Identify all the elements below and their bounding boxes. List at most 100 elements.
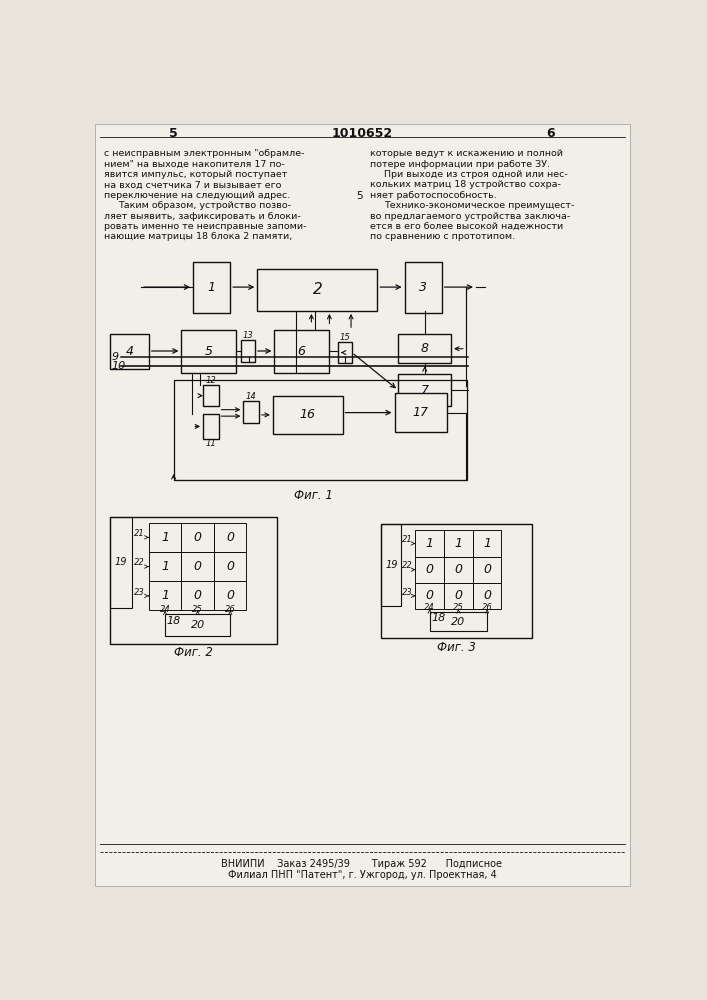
Bar xyxy=(395,393,448,432)
Text: явится импульс, который поступает: явится импульс, который поступает xyxy=(104,170,287,179)
Bar xyxy=(444,583,473,609)
Text: 0: 0 xyxy=(226,560,234,573)
Text: 22: 22 xyxy=(134,558,145,567)
Text: Фиг. 3: Фиг. 3 xyxy=(438,641,477,654)
Text: 5: 5 xyxy=(356,191,363,201)
Bar xyxy=(473,530,501,557)
Text: 4: 4 xyxy=(125,345,134,358)
Text: 26: 26 xyxy=(225,605,235,614)
Text: 11: 11 xyxy=(206,439,216,448)
Bar xyxy=(416,583,444,609)
Bar xyxy=(182,330,235,373)
Bar xyxy=(214,523,247,552)
Text: 13: 13 xyxy=(243,331,253,340)
Text: 5: 5 xyxy=(169,127,178,140)
Text: 1: 1 xyxy=(161,560,169,573)
Bar xyxy=(110,517,276,644)
Text: 0: 0 xyxy=(426,589,434,602)
Text: ровать именно те неисправные запоми-: ровать именно те неисправные запоми- xyxy=(104,222,306,231)
Text: переключение на следующий адрес.: переключение на следующий адрес. xyxy=(104,191,290,200)
Bar xyxy=(416,530,444,557)
Text: 0: 0 xyxy=(455,589,462,602)
Text: нающие матрицы 18 блока 2 памяти,: нающие матрицы 18 блока 2 памяти, xyxy=(104,232,292,241)
Text: 23: 23 xyxy=(402,588,413,597)
Bar xyxy=(214,581,247,610)
Text: 5: 5 xyxy=(204,345,213,358)
Text: потере информации при работе ЗУ.: потере информации при работе ЗУ. xyxy=(370,160,551,169)
Text: 6: 6 xyxy=(546,127,554,140)
Text: 10: 10 xyxy=(112,361,126,371)
Text: 12: 12 xyxy=(206,376,216,385)
Text: 2: 2 xyxy=(312,282,322,297)
Bar xyxy=(149,523,182,552)
Text: во предлагаемого устройства заключа-: во предлагаемого устройства заключа- xyxy=(370,212,571,221)
Text: которые ведут к искажению и полной: которые ведут к искажению и полной xyxy=(370,149,563,158)
Text: 1: 1 xyxy=(426,537,434,550)
Bar xyxy=(473,557,501,583)
Text: 24: 24 xyxy=(160,605,170,614)
Bar xyxy=(214,552,247,581)
Text: 0: 0 xyxy=(483,589,491,602)
Text: Фиг. 1: Фиг. 1 xyxy=(293,489,332,502)
Text: 1: 1 xyxy=(455,537,462,550)
Text: кольких матриц 18 устройство сохра-: кольких матриц 18 устройство сохра- xyxy=(370,180,561,189)
Text: с неисправным электронным "обрамле-: с неисправным электронным "обрамле- xyxy=(104,149,305,158)
Bar xyxy=(430,612,487,631)
Bar xyxy=(257,269,378,311)
Text: 16: 16 xyxy=(300,408,316,421)
Text: нием" на выходе накопителя 17 по-: нием" на выходе накопителя 17 по- xyxy=(104,160,285,169)
Text: 9: 9 xyxy=(112,352,119,362)
Text: 0: 0 xyxy=(194,589,201,602)
Text: 21: 21 xyxy=(134,529,145,538)
Text: на вход счетчика 7 и вызывает его: на вход счетчика 7 и вызывает его xyxy=(104,180,281,189)
Bar xyxy=(243,401,259,423)
Text: 25: 25 xyxy=(453,603,464,612)
Text: Филиал ПНП "Патент", г. Ужгород, ул. Проектная, 4: Филиал ПНП "Патент", г. Ужгород, ул. Про… xyxy=(228,870,496,880)
Text: 23: 23 xyxy=(134,588,145,597)
Text: по сравнению с прототипом.: по сравнению с прототипом. xyxy=(370,232,515,241)
Bar xyxy=(444,557,473,583)
Text: 21: 21 xyxy=(402,535,413,544)
Text: 8: 8 xyxy=(421,342,428,355)
Text: 6: 6 xyxy=(298,345,305,358)
Text: Фиг. 2: Фиг. 2 xyxy=(174,646,213,659)
Bar xyxy=(174,380,467,480)
Text: ляет выявить, зафиксировать и блоки-: ляет выявить, зафиксировать и блоки- xyxy=(104,212,300,221)
Text: 0: 0 xyxy=(426,563,434,576)
Text: 18: 18 xyxy=(432,613,446,623)
Text: 19: 19 xyxy=(115,557,127,567)
Bar xyxy=(381,524,402,606)
Text: 1010652: 1010652 xyxy=(332,127,392,140)
Bar xyxy=(444,530,473,557)
Bar xyxy=(404,262,442,312)
Text: 26: 26 xyxy=(481,603,493,612)
Bar xyxy=(273,396,343,434)
Bar xyxy=(473,583,501,609)
Text: 1: 1 xyxy=(161,589,169,602)
Bar xyxy=(203,385,218,406)
Text: Таким образом, устройство позво-: Таким образом, устройство позво- xyxy=(118,201,291,210)
Text: 1: 1 xyxy=(483,537,491,550)
Text: ВНИИПИ    Заказ 2495/39       Тираж 592      Подписное: ВНИИПИ Заказ 2495/39 Тираж 592 Подписное xyxy=(221,859,503,869)
Text: 0: 0 xyxy=(455,563,462,576)
Text: 1: 1 xyxy=(208,281,216,294)
Bar xyxy=(110,334,149,369)
Text: 19: 19 xyxy=(385,560,397,570)
Text: 0: 0 xyxy=(226,531,234,544)
Bar xyxy=(203,414,218,439)
Text: 18: 18 xyxy=(166,616,180,626)
Bar xyxy=(110,517,132,608)
Text: 20: 20 xyxy=(190,620,205,630)
Text: 0: 0 xyxy=(194,531,201,544)
Text: 17: 17 xyxy=(413,406,429,419)
Bar xyxy=(149,581,182,610)
Text: 0: 0 xyxy=(226,589,234,602)
Bar xyxy=(398,374,451,406)
Text: 20: 20 xyxy=(451,617,466,627)
Text: 0: 0 xyxy=(194,560,201,573)
Text: 24: 24 xyxy=(424,603,435,612)
Bar xyxy=(274,330,329,373)
Bar xyxy=(193,262,230,312)
Bar xyxy=(149,552,182,581)
Bar xyxy=(381,524,532,638)
